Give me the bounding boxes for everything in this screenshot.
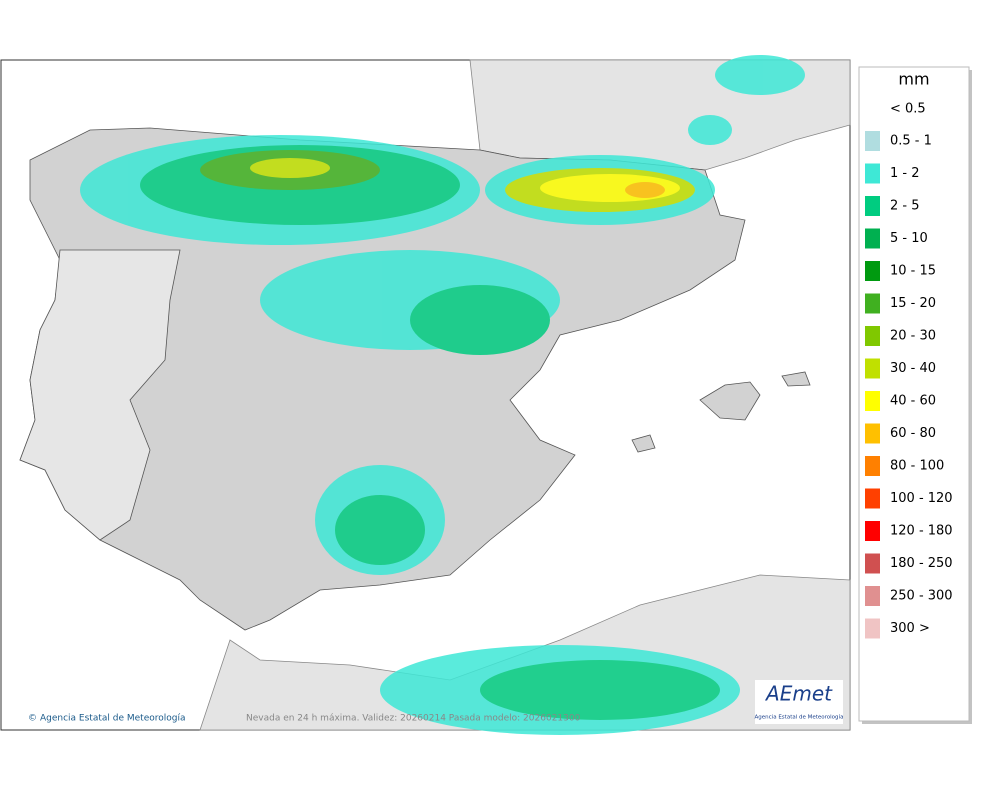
legend-label: 1 - 2: [890, 166, 920, 181]
legend-label: 2 - 5: [890, 199, 920, 214]
logo-box: [755, 680, 843, 724]
caption: Nevada en 24 h máxima. Validez: 20260214…: [246, 714, 581, 724]
legend-label: 20 - 30: [890, 329, 936, 344]
legend-title: mm: [898, 70, 929, 89]
snow-area: [715, 55, 805, 95]
logo-subtitle: Agencia Estatal de Meteorología: [755, 714, 844, 721]
legend-label: 80 - 100: [890, 459, 944, 474]
legend-swatch: [865, 423, 880, 444]
legend-label: 10 - 15: [890, 264, 936, 279]
mallorca: [699, 381, 761, 421]
portugal: [19, 249, 181, 541]
legend-label: 15 - 20: [890, 296, 936, 311]
legend-label: 180 - 250: [890, 556, 953, 571]
legend-swatch: [865, 131, 880, 151]
snow-area: [688, 115, 732, 145]
legend: mm < 0.5 0.5 - 1 1 - 2 2 - 5 5 - 10 10 - 15 1…: [858, 66, 972, 724]
logo: AEmet: [764, 682, 833, 706]
legend-swatch: [865, 163, 880, 184]
legend-swatch: [865, 391, 880, 411]
legend-swatch: [865, 456, 880, 476]
legend-swatch: [865, 586, 880, 606]
snow-field: [80, 55, 805, 735]
legend-label: 30 - 40: [890, 361, 936, 376]
snow-area: [480, 660, 720, 720]
snow-area: [335, 495, 425, 565]
snow-area: [250, 158, 330, 178]
legend-label: 5 - 10: [890, 231, 928, 246]
snow-area: [625, 182, 665, 198]
legend-swatch: [865, 488, 880, 509]
map: © Agencia Estatal de Meteorología Nevada…: [0, 55, 851, 735]
legend-swatch: [865, 196, 880, 216]
legend-label: 100 - 120: [890, 491, 953, 506]
legend-swatch: [865, 261, 880, 281]
legend-swatch: [865, 358, 880, 379]
credit: Agencia Estatal de Meteorología: [40, 714, 186, 724]
legend-label: 120 - 180: [890, 524, 953, 539]
legend-label: 0.5 - 1: [890, 134, 932, 149]
legend-label: 60 - 80: [890, 426, 936, 441]
legend-label: < 0.5: [890, 102, 926, 117]
legend-label: 250 - 300: [890, 589, 953, 604]
copyright-icon: ©: [28, 714, 37, 724]
legend-swatch: [865, 618, 880, 639]
legend-label: 300 >: [890, 621, 930, 636]
legend-swatch: [865, 553, 880, 574]
snow-area: [410, 285, 550, 355]
legend-swatch: [865, 326, 880, 346]
legend-swatch: [865, 293, 880, 314]
legend-swatch: [865, 521, 880, 541]
menorca: [781, 371, 811, 387]
legend-label: 40 - 60: [890, 394, 936, 409]
ibiza: [631, 434, 656, 453]
legend-swatch: [865, 228, 880, 249]
